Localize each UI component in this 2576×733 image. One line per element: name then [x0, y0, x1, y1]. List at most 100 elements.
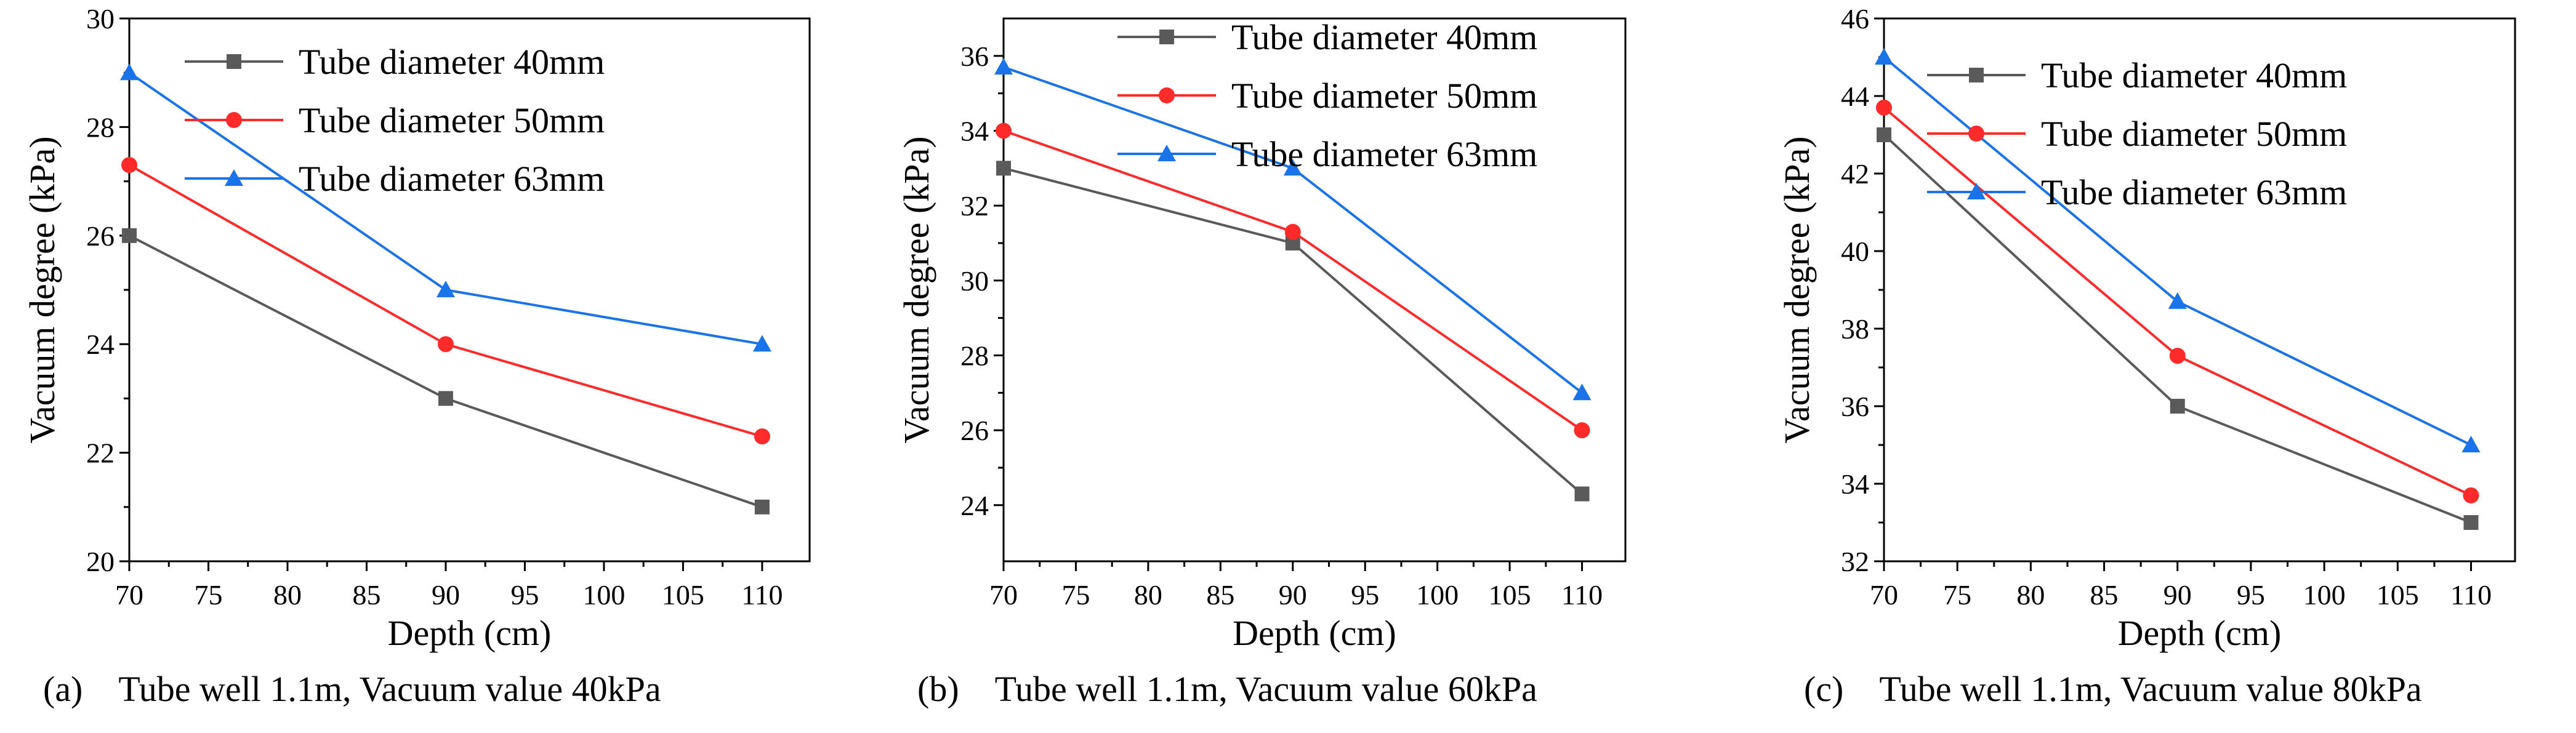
plot-frame	[1002, 17, 1627, 563]
x-tick-label: 100	[2303, 579, 2346, 611]
legend-marker	[1969, 68, 1984, 82]
legend-label: Tube diameter 40mm	[2041, 55, 2347, 95]
chart-panel-a: 70 75 80 85 90 95 100 105 110 20 22 24 26 28 30 Depth (…	[22, 3, 811, 653]
x-tick-label: 75	[1061, 579, 1090, 611]
x-tick-label: 90	[1279, 579, 1307, 611]
series-3	[120, 63, 771, 352]
legend-marker	[1967, 183, 1986, 199]
data-point	[120, 63, 139, 81]
y-tick-label: 44	[1841, 81, 1869, 112]
legend-marker	[225, 169, 243, 186]
data-point	[437, 336, 454, 353]
y-tick-label: 46	[1841, 3, 1869, 34]
y-tick-label: 30	[86, 3, 115, 34]
data-point	[754, 499, 770, 515]
plot-frame	[1883, 17, 2516, 563]
caption-c: (c) Tube well 1.1m, Vacuum value 80kPa	[1804, 669, 2422, 709]
legend: Tube diameter 40mm Tube diameter 50mm Tube…	[185, 42, 605, 199]
x-tick-label: 110	[1561, 579, 1603, 611]
legend-label: Tube diameter 40mm	[1231, 17, 1537, 57]
data-point	[752, 335, 771, 352]
y-tick-label: 24	[86, 329, 115, 360]
series-1	[1877, 127, 2479, 530]
x-axis-title: Depth (cm)	[1233, 613, 1396, 653]
data-point	[2169, 348, 2186, 364]
x-tick-label: 105	[2377, 579, 2419, 611]
x-tick-label: 80	[273, 579, 302, 611]
data-point	[2168, 292, 2187, 309]
legend-marker	[1157, 145, 1176, 161]
data-point	[1574, 486, 1590, 502]
y-tick-label: 24	[960, 490, 989, 521]
data-point	[754, 428, 770, 445]
x-tick-label: 85	[1206, 579, 1234, 611]
series-2	[121, 157, 770, 445]
y-tick-label: 28	[960, 340, 989, 371]
legend-label: Tube diameter 40mm	[299, 42, 605, 82]
legend-label: Tube diameter 63mm	[2041, 172, 2347, 212]
y-axis-title: Vacuum degree (kPa)	[22, 136, 62, 443]
data-point	[121, 157, 137, 174]
y-tick-label: 36	[1841, 391, 1869, 422]
x-axis-title: Depth (cm)	[388, 613, 552, 653]
series-3	[1875, 48, 2481, 452]
y-tick-label: 26	[960, 415, 989, 446]
y-tick-label: 40	[1841, 236, 1869, 267]
data-point	[1877, 127, 1891, 142]
series-line	[1003, 129, 1583, 431]
x-tick-label: 70	[1870, 579, 1898, 611]
data-point	[1284, 223, 1301, 240]
y-tick-label: 42	[1841, 158, 1869, 190]
x-tick-label: 75	[194, 579, 222, 611]
series-1	[996, 161, 1590, 502]
x-tick-label: 105	[662, 579, 704, 611]
legend-label: Tube diameter 50mm	[1231, 76, 1537, 116]
x-tick-label: 80	[2016, 579, 2045, 611]
x-tick-label: 95	[1351, 579, 1379, 611]
x-tick-label: 70	[115, 579, 143, 611]
data-point	[1572, 383, 1592, 401]
data-point	[1574, 422, 1590, 439]
legend: Tube diameter 40mm Tube diameter 50mm Tube…	[1927, 55, 2347, 212]
x-tick-label: 70	[989, 579, 1018, 611]
legend-label: Tube diameter 50mm	[2041, 114, 2347, 154]
y-tick-label: 32	[1841, 546, 1869, 577]
data-point	[438, 391, 453, 406]
series-1	[122, 228, 770, 515]
series-line	[1003, 167, 1583, 495]
legend-label: Tube diameter 63mm	[299, 159, 605, 199]
data-point	[1876, 99, 1892, 116]
x-tick-label: 105	[1489, 579, 1531, 611]
series-2	[996, 122, 1590, 439]
y-tick-label: 34	[960, 115, 989, 146]
y-tick-label: 22	[86, 438, 115, 469]
series-line	[129, 234, 763, 508]
data-point	[2463, 515, 2479, 530]
x-tick-label: 110	[2450, 579, 2492, 611]
data-point	[994, 58, 1013, 75]
data-point	[996, 122, 1012, 139]
x-tick-label: 80	[1134, 579, 1162, 611]
y-tick-label: 34	[1841, 468, 1869, 500]
x-tick-label: 110	[741, 579, 783, 611]
x-tick-label: 85	[2090, 579, 2119, 611]
data-point	[1875, 48, 1893, 65]
legend-label: Tube diameter 63mm	[1231, 134, 1537, 174]
legend-marker	[1159, 87, 1175, 103]
data-point	[996, 161, 1011, 176]
y-tick-label: 20	[86, 546, 115, 577]
y-tick-label: 26	[86, 220, 115, 252]
y-tick-label: 28	[86, 111, 115, 143]
x-axis-title: Depth (cm)	[2118, 613, 2282, 653]
x-tick-label: 85	[352, 579, 380, 611]
x-tick-label: 90	[432, 579, 460, 611]
chart-panel-c: 70 75 80 85 90 95 100 105 110 32 34 36 38 40 42 44 46 Dep…	[1777, 3, 2516, 653]
series-2	[1876, 99, 2479, 503]
y-tick-label: 30	[960, 265, 989, 297]
legend-marker	[227, 54, 241, 69]
legend-marker	[1159, 30, 1174, 44]
legend: Tube diameter 40mm Tube diameter 50mm Tube…	[1117, 17, 1537, 174]
chart-panel-b: 70 75 80 85 90 95 100 105 110 24 26 28 30 32 34 36 Depth…	[896, 17, 1627, 653]
